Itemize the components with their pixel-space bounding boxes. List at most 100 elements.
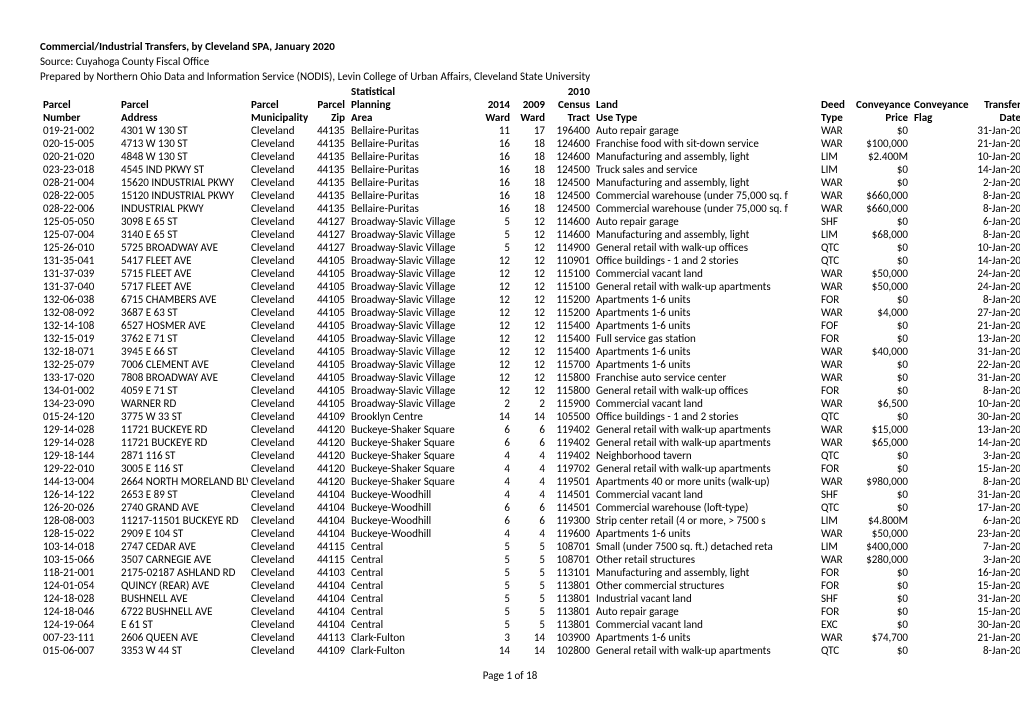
col-header: 2014 [478, 98, 513, 111]
table-cell: 44113 [308, 631, 348, 644]
table-cell: 124-01-054 [40, 579, 118, 592]
table-cell: 12 [513, 358, 548, 371]
table-cell: 27-Jan-20 [969, 306, 1020, 319]
table-cell: $100,000 [853, 137, 911, 150]
table-cell: 4713 W 130 ST [118, 137, 248, 150]
table-cell: Central [348, 540, 478, 553]
table-row: 023-23-0184545 IND PKWY STCleveland44135… [40, 163, 1020, 176]
table-cell: 12 [513, 267, 548, 280]
table-cell: $0 [853, 462, 911, 475]
table-cell: 125-05-050 [40, 215, 118, 228]
table-cell: 14 [478, 644, 513, 657]
table-cell: 124500 [548, 189, 593, 202]
table-cell: 3005 E 116 ST [118, 462, 248, 475]
table-cell: 16 [478, 189, 513, 202]
table-cell: Bellaire-Puritas [348, 150, 478, 163]
table-cell: Central [348, 579, 478, 592]
table-cell: 13-Jan-20 [969, 332, 1020, 345]
table-cell: Buckeye-Shaker Square [348, 436, 478, 449]
table-cell: WAR [818, 202, 853, 215]
table-cell: SHF [818, 488, 853, 501]
table-cell: 6527 HOSMER AVE [118, 319, 248, 332]
table-cell: QTC [818, 410, 853, 423]
table-cell: 023-23-018 [40, 163, 118, 176]
table-cell: 115200 [548, 293, 593, 306]
table-cell: 119402 [548, 436, 593, 449]
table-cell: 16 [478, 150, 513, 163]
table-cell: WAR [818, 475, 853, 488]
table-cell: 44105 [308, 319, 348, 332]
table-cell: FOR [818, 566, 853, 579]
table-cell: 8-Jan-20 [969, 384, 1020, 397]
table-cell: Central [348, 592, 478, 605]
table-cell: Franchise auto service center [593, 371, 818, 384]
table-cell: 3098 E 65 ST [118, 215, 248, 228]
col-header: Price [853, 111, 911, 124]
table-cell: 115900 [548, 397, 593, 410]
table-cell: $400,000 [853, 540, 911, 553]
col-header: Conveyance [911, 98, 969, 111]
table-cell: 5 [478, 579, 513, 592]
table-cell: LIM [818, 514, 853, 527]
table-cell: Cleveland [248, 605, 308, 618]
table-cell [911, 202, 969, 215]
table-cell: $0 [853, 332, 911, 345]
table-cell: $0 [853, 215, 911, 228]
table-cell [911, 332, 969, 345]
table-cell: 44104 [308, 579, 348, 592]
table-cell: 12 [478, 280, 513, 293]
table-cell: Cleveland [248, 527, 308, 540]
table-cell: 119600 [548, 527, 593, 540]
table-cell: 5 [513, 592, 548, 605]
table-cell: 103-14-018 [40, 540, 118, 553]
table-row: 028-21-00415620 INDUSTRIAL PKWYCleveland… [40, 176, 1020, 189]
table-cell [911, 150, 969, 163]
table-cell: 44105 [308, 306, 348, 319]
table-cell: 6 [513, 423, 548, 436]
table-cell: 020-21-020 [40, 150, 118, 163]
table-cell: LIM [818, 228, 853, 241]
table-cell: 44105 [308, 345, 348, 358]
table-cell: 6722 BUSHNELL AVE [118, 605, 248, 618]
table-cell: WAR [818, 371, 853, 384]
table-row: 020-15-0054713 W 130 STCleveland44135Bel… [40, 137, 1020, 150]
table-cell: QTC [818, 501, 853, 514]
table-cell: 5417 FLEET AVE [118, 254, 248, 267]
table-cell: Central [348, 605, 478, 618]
table-cell: 5 [478, 241, 513, 254]
table-cell: Bellaire-Puritas [348, 176, 478, 189]
table-cell: $280,000 [853, 553, 911, 566]
table-cell: 119702 [548, 462, 593, 475]
table-row: 134-01-0024059 E 71 STCleveland44105Broa… [40, 384, 1020, 397]
table-cell: Cleveland [248, 189, 308, 202]
table-cell: 4545 IND PKWY ST [118, 163, 248, 176]
table-cell: 6 [478, 423, 513, 436]
table-cell: $0 [853, 371, 911, 384]
table-cell: Cleveland [248, 358, 308, 371]
table-cell: Cleveland [248, 540, 308, 553]
table-cell: 15120 INDUSTRIAL PKWY [118, 189, 248, 202]
col-header: 2010 [548, 85, 593, 98]
table-cell: 114900 [548, 241, 593, 254]
table-cell: Manufacturing and assembly, light [593, 566, 818, 579]
col-header [593, 85, 818, 98]
table-cell: 144-13-004 [40, 475, 118, 488]
table-row: 132-06-0386715 CHAMBERS AVECleveland4410… [40, 293, 1020, 306]
table-cell: General retail with walk-up apartments [593, 462, 818, 475]
table-cell: 30-Jan-20 [969, 410, 1020, 423]
prepared-line: Prepared by Northern Ohio Data and Infor… [40, 70, 980, 83]
table-cell: 124500 [548, 163, 593, 176]
col-header: Land [593, 98, 818, 111]
table-cell [911, 345, 969, 358]
table-cell: 115100 [548, 267, 593, 280]
table-cell: WAR [818, 423, 853, 436]
table-cell: Apartments 1-6 units [593, 631, 818, 644]
table-cell: 7808 BROADWAY AVE [118, 371, 248, 384]
table-cell: 12 [513, 254, 548, 267]
table-cell: Apartments 1-6 units [593, 306, 818, 319]
table-cell: 015-06-007 [40, 644, 118, 657]
table-cell: LIM [818, 150, 853, 163]
table-cell: 44135 [308, 202, 348, 215]
col-header: Area [348, 111, 478, 124]
table-cell: $0 [853, 163, 911, 176]
